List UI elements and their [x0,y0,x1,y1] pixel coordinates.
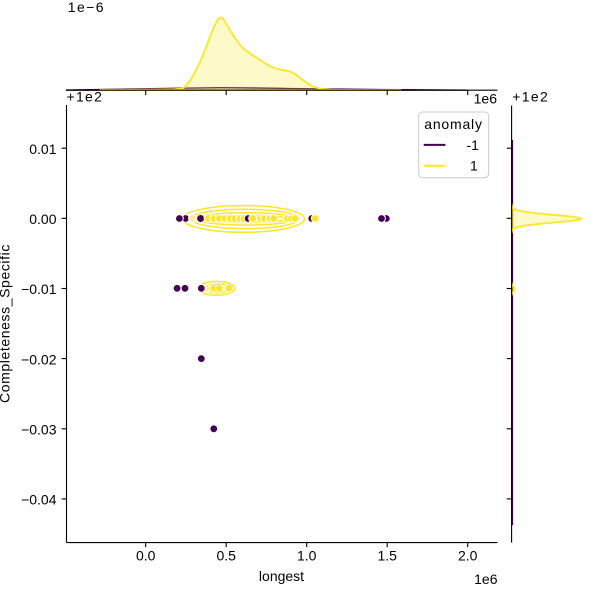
svg-text:2.0: 2.0 [458,548,478,564]
svg-text:0.00: 0.00 [29,211,56,227]
svg-text:longest: longest [259,568,304,584]
svg-text:−0.04: −0.04 [21,492,57,508]
svg-text:1.5: 1.5 [377,548,397,564]
svg-text:1.0: 1.0 [297,548,317,564]
svg-text:1: 1 [470,158,478,174]
svg-text:Completeness_Specific: Completeness_Specific [0,244,13,403]
svg-text:anomaly: anomaly [424,116,483,132]
svg-text:−0.03: −0.03 [21,422,57,438]
svg-text:1e−6: 1e−6 [68,0,105,15]
svg-text:1e6: 1e6 [474,571,498,587]
svg-text:0.0: 0.0 [136,548,156,564]
svg-text:1e6: 1e6 [474,90,498,106]
svg-text:0.5: 0.5 [216,548,236,564]
svg-text:−0.01: −0.01 [21,281,57,297]
svg-text:-1: -1 [467,137,480,153]
svg-text:+1e2: +1e2 [512,89,549,105]
svg-text:0.01: 0.01 [29,141,56,157]
svg-text:−0.02: −0.02 [21,351,57,367]
svg-text:+1e2: +1e2 [67,89,104,105]
